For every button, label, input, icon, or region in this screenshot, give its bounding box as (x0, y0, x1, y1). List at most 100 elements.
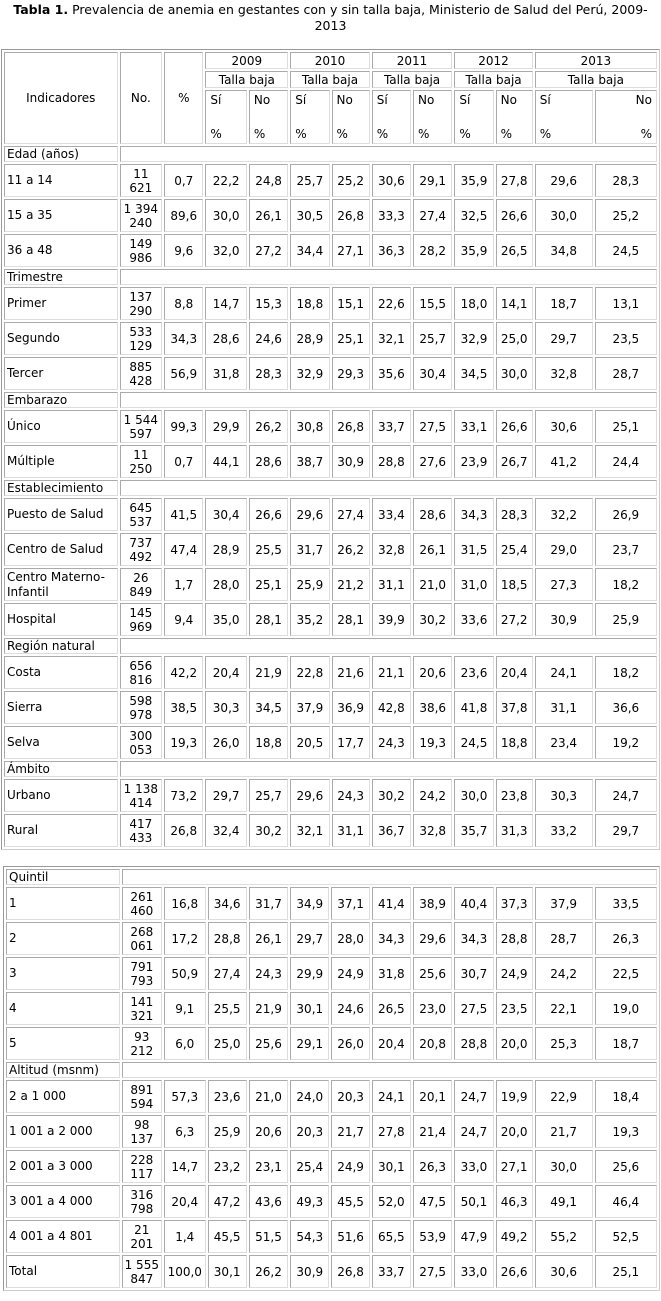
table-row: 2 001 a 3 000 228 117 14,7 23,2 23,1 25,4 24,9 3… (6, 1150, 657, 1183)
row-value: 19,3 (413, 726, 453, 759)
row-value: 25,7 (413, 322, 453, 355)
row-value: 25,9 (207, 1115, 247, 1148)
row-value: 24,0 (290, 1080, 330, 1113)
table-body: Edad (años) 11 a 14 11 621 0,7 22,2 24,8 25,7 25… (4, 146, 657, 847)
table-header: Indicadores No.% 2009 2010 2011 2012 2013 Talla… (4, 52, 657, 144)
row-pct: 26,8 (164, 814, 204, 847)
count-part: 533 (129, 324, 153, 339)
row-value: 35,7 (454, 814, 494, 847)
row-value: 31,0 (454, 568, 494, 601)
si-label: Sí (210, 92, 222, 107)
row-value: 31,1 (331, 814, 370, 847)
row-value: 24,9 (495, 957, 533, 990)
row-pct: 34,3 (164, 322, 204, 355)
row-label: 5 (6, 1027, 120, 1060)
row-pct: 50,9 (164, 957, 206, 990)
row-value: 33,0 (454, 1150, 494, 1183)
row-pct: 1,7 (164, 568, 204, 601)
row-value: 30,9 (331, 445, 370, 478)
row-value: 28,3 (248, 357, 289, 390)
table-row: Tercer 885 428 56,9 31,8 28,3 32,9 29,3 35,6 30,4… (4, 357, 657, 390)
row-value: 14,7 (205, 287, 247, 320)
row-value: 51,5 (248, 1220, 289, 1253)
row-value: 18,7 (534, 287, 593, 320)
table-row: 4 141 321 9,1 25,5 21,9 30,1 24,6 26,5 23,0 27,5 23… (6, 992, 657, 1025)
count-part: 268 (130, 924, 154, 939)
spacer (377, 109, 406, 126)
row-value: 28,9 (205, 533, 247, 566)
header-no-talla: No% (495, 90, 533, 144)
row-pct: 42,2 (164, 656, 204, 689)
row-value: 18,5 (495, 568, 533, 601)
count-part: 417 (129, 816, 153, 831)
count-part: 228 (130, 1152, 154, 1167)
group-row: Trimestre (4, 269, 657, 285)
header-year: 2013 (534, 52, 657, 69)
row-label: 36 a 48 (4, 234, 118, 267)
row-count: 228 117 (121, 1150, 162, 1183)
group-row: Quintil (6, 869, 657, 885)
spacer (540, 109, 588, 126)
count-part: 250 (129, 461, 153, 476)
row-value: 26,5 (495, 234, 533, 267)
spacer (418, 109, 447, 126)
count-part: 891 (130, 1082, 154, 1097)
row-count: 598 978 (119, 691, 163, 724)
table-row: 36 a 48 149 986 9,6 32,0 27,2 34,4 27,1 36,3 28,2… (4, 234, 657, 267)
row-value: 29,9 (205, 410, 247, 443)
row-value: 24,7 (594, 779, 657, 812)
row-value: 23,2 (207, 1150, 247, 1183)
row-value: 28,0 (205, 568, 247, 601)
count-part: 261 (130, 889, 154, 904)
row-value: 37,1 (331, 887, 370, 920)
row-value: 33,0 (454, 1255, 494, 1288)
count-part: 492 (129, 549, 153, 564)
row-label: 2 (6, 922, 120, 955)
row-value: 21,4 (412, 1115, 453, 1148)
row-value: 28,7 (534, 922, 593, 955)
row-value: 24,5 (454, 726, 494, 759)
row-value: 36,9 (331, 691, 370, 724)
table-row: 4 001 a 4 801 21 201 1,4 45,5 51,5 54,3 51,6 65,… (6, 1220, 657, 1253)
count-part: 26 (133, 570, 149, 585)
row-label: 4 (6, 992, 120, 1025)
table-row: 5 93 212 6,0 25,0 25,6 29,1 26,0 20,4 20,8 28,8 20,… (6, 1027, 657, 1060)
row-value: 20,6 (413, 656, 453, 689)
row-label: Segundo (4, 322, 118, 355)
row-label: 11 a 14 (4, 164, 118, 197)
row-value: 23,1 (248, 1150, 289, 1183)
row-value: 24,2 (534, 957, 593, 990)
row-pct: 20,4 (164, 1185, 206, 1218)
row-value: 25,4 (495, 533, 533, 566)
row-label: Tercer (4, 357, 118, 390)
row-value: 28,8 (371, 445, 412, 478)
row-value: 31,8 (205, 357, 247, 390)
count-part: 11 (133, 447, 149, 462)
count-part: 1 394 (123, 201, 159, 216)
row-value: 18,2 (594, 656, 657, 689)
row-value: 21,7 (331, 1115, 370, 1148)
row-count: 656 816 (119, 656, 163, 689)
row-value: 24,3 (331, 779, 370, 812)
row-value: 22,8 (290, 656, 330, 689)
group-row: Altitud (msnm) (6, 1062, 657, 1078)
table-row: 1 261 460 16,8 34,6 31,7 34,9 37,1 41,4 38,9 40,4 3… (6, 887, 657, 920)
count-part: 621 (129, 180, 153, 195)
row-value: 32,9 (454, 322, 494, 355)
row-label: Único (4, 410, 118, 443)
row-value: 32,2 (534, 498, 593, 531)
row-pct: 41,5 (164, 498, 204, 531)
row-value: 27,2 (248, 234, 289, 267)
table-row: Costa 656 816 42,2 20,4 21,9 22,8 21,6 21,1 20,6 2… (4, 656, 657, 689)
group-row: Edad (años) (4, 146, 657, 162)
row-value: 18,8 (495, 726, 533, 759)
group-row: Ámbito (4, 761, 657, 777)
row-value: 29,3 (331, 357, 370, 390)
row-value: 24,1 (534, 656, 593, 689)
row-value: 30,2 (248, 814, 289, 847)
group-row: Región natural (4, 638, 657, 654)
row-value: 25,7 (290, 164, 330, 197)
row-value: 28,8 (207, 922, 247, 955)
row-value: 28,7 (594, 357, 657, 390)
row-value: 54,3 (290, 1220, 330, 1253)
